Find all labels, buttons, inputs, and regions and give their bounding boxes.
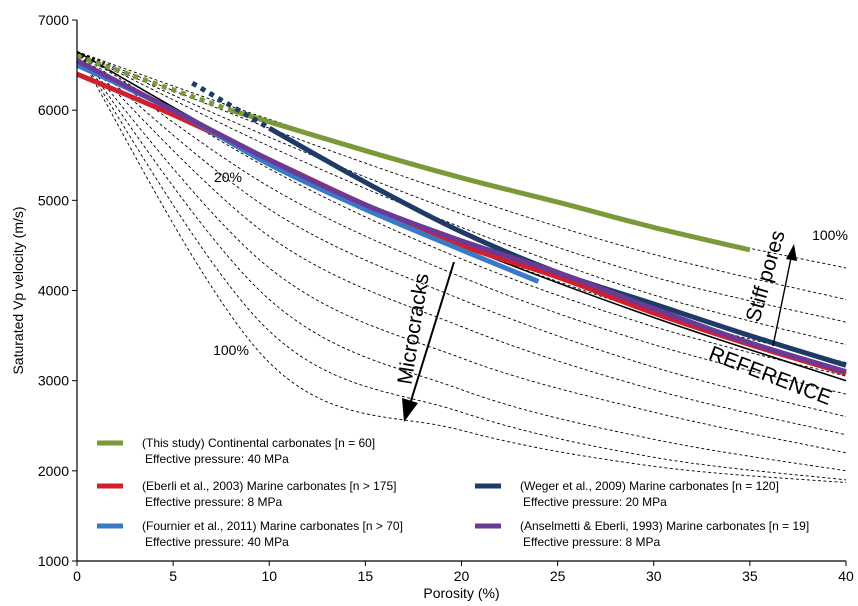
legend-sublabel-2: Effective pressure: 40 MPa xyxy=(145,535,289,549)
legend-sublabel-0: Effective pressure: 40 MPa xyxy=(145,452,289,466)
legend-sublabel-3: Effective pressure: 20 MPa xyxy=(523,495,667,509)
y-tick-label: 1000 xyxy=(38,553,69,569)
legend-label-4: (Anselmetti & Eberli, 1993) Marine carbo… xyxy=(520,519,809,533)
microcracks-label: Microcracks xyxy=(393,272,433,386)
y-tick-label: 6000 xyxy=(38,102,69,118)
legend-sublabel-1: Effective pressure: 8 MPa xyxy=(145,495,283,509)
y-tick-label: 4000 xyxy=(38,283,69,299)
series-line-0 xyxy=(230,107,751,253)
microcracks-arrow xyxy=(409,261,455,405)
y-tick-label: 2000 xyxy=(38,463,69,479)
reference-curves xyxy=(76,51,847,484)
legend-label-3: (Weger et al., 2009) Marine carbonates [… xyxy=(520,479,779,493)
stiff-pores-arrow xyxy=(772,257,792,347)
reference-curve-12 xyxy=(76,51,847,484)
x-tick-label: 15 xyxy=(358,568,374,584)
series-line-3 xyxy=(268,126,847,368)
x-tick-label: 40 xyxy=(838,568,854,584)
reference-curve-3 xyxy=(76,51,847,346)
reference-curve-8 xyxy=(76,51,847,436)
series-line-4 xyxy=(75,58,847,374)
microcracks-arrowhead xyxy=(402,398,418,422)
x-tick-label: 0 xyxy=(73,568,81,584)
legend-label-1: (Eberli et al., 2003) Marine carbonates … xyxy=(142,479,396,493)
series-dashed-0 xyxy=(76,53,232,113)
reference-curve-9 xyxy=(76,51,847,454)
y-axis-label: Saturated Vp velocity (m/s) xyxy=(10,206,26,374)
x-tick-label: 10 xyxy=(261,568,277,584)
x-tick-label: 5 xyxy=(169,568,177,584)
x-axis-label: Porosity (%) xyxy=(423,585,499,601)
reference-curve-10 xyxy=(76,51,847,472)
y-tick-label: 3000 xyxy=(38,373,69,389)
reference-curve-6 xyxy=(76,51,847,395)
y-tick-label: 5000 xyxy=(38,192,69,208)
x-tick-label: 35 xyxy=(742,568,758,584)
legend-label-2: (Fournier et al., 2011) Marine carbonate… xyxy=(142,519,403,533)
stiff-pores-label: Stiff pores xyxy=(742,228,790,325)
reference-curve-2 xyxy=(76,51,847,323)
label-100-percent-left: 100% xyxy=(213,342,249,358)
y-tick-label: 7000 xyxy=(38,12,69,28)
x-tick-label: 30 xyxy=(646,568,662,584)
reference-curve-11 xyxy=(76,51,847,481)
x-tick-label: 25 xyxy=(550,568,566,584)
legend: (This study) Continental carbonates [n =… xyxy=(97,436,809,549)
series-dashed-3 xyxy=(191,80,271,131)
axes: 0 5 10 15 20 25 30 35 40 1000 2000 3000 4000 5000 6000… xyxy=(10,12,854,601)
x-tick-label: 20 xyxy=(454,568,470,584)
label-20-percent: 20% xyxy=(214,169,242,185)
label-100-percent-right: 100% xyxy=(812,227,848,243)
legend-label-0: (This study) Continental carbonates [n =… xyxy=(142,436,375,450)
stiff-pores-arrowhead xyxy=(786,244,797,261)
legend-sublabel-4: Effective pressure: 8 MPa xyxy=(523,535,661,549)
reference-curve-7 xyxy=(76,51,847,418)
data-series xyxy=(75,53,847,376)
